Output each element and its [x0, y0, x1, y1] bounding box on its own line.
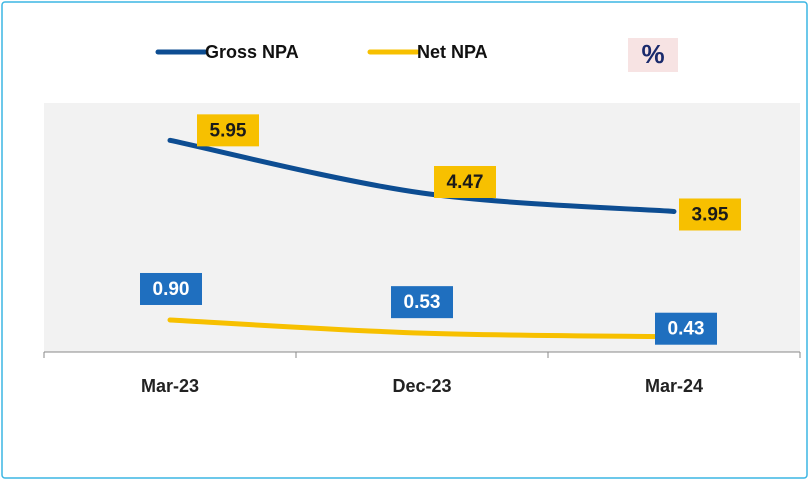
x-tick-label: Dec-23 — [392, 376, 451, 396]
data-label: 4.47 — [447, 172, 484, 193]
data-label-box — [655, 312, 717, 345]
data-label-box — [679, 198, 741, 231]
data-label: 0.53 — [404, 292, 441, 313]
data-label: 0.43 — [668, 319, 705, 340]
data-label: 5.95 — [210, 120, 247, 141]
data-label-box — [197, 114, 259, 147]
annotation: % — [641, 39, 664, 69]
legend-label: Net NPA — [417, 42, 488, 62]
data-label-box — [140, 272, 202, 305]
x-tick-label: Mar-23 — [141, 376, 199, 396]
data-label: 0.90 — [153, 279, 190, 300]
series-line — [167, 137, 677, 214]
legend-label: Gross NPA — [205, 42, 299, 62]
x-tick-label: Mar-24 — [645, 376, 703, 396]
series-line — [167, 317, 677, 340]
data-label-box — [434, 165, 496, 198]
data-label: 3.95 — [692, 205, 729, 226]
data-label-box — [391, 286, 453, 319]
annotation-box — [628, 38, 678, 72]
